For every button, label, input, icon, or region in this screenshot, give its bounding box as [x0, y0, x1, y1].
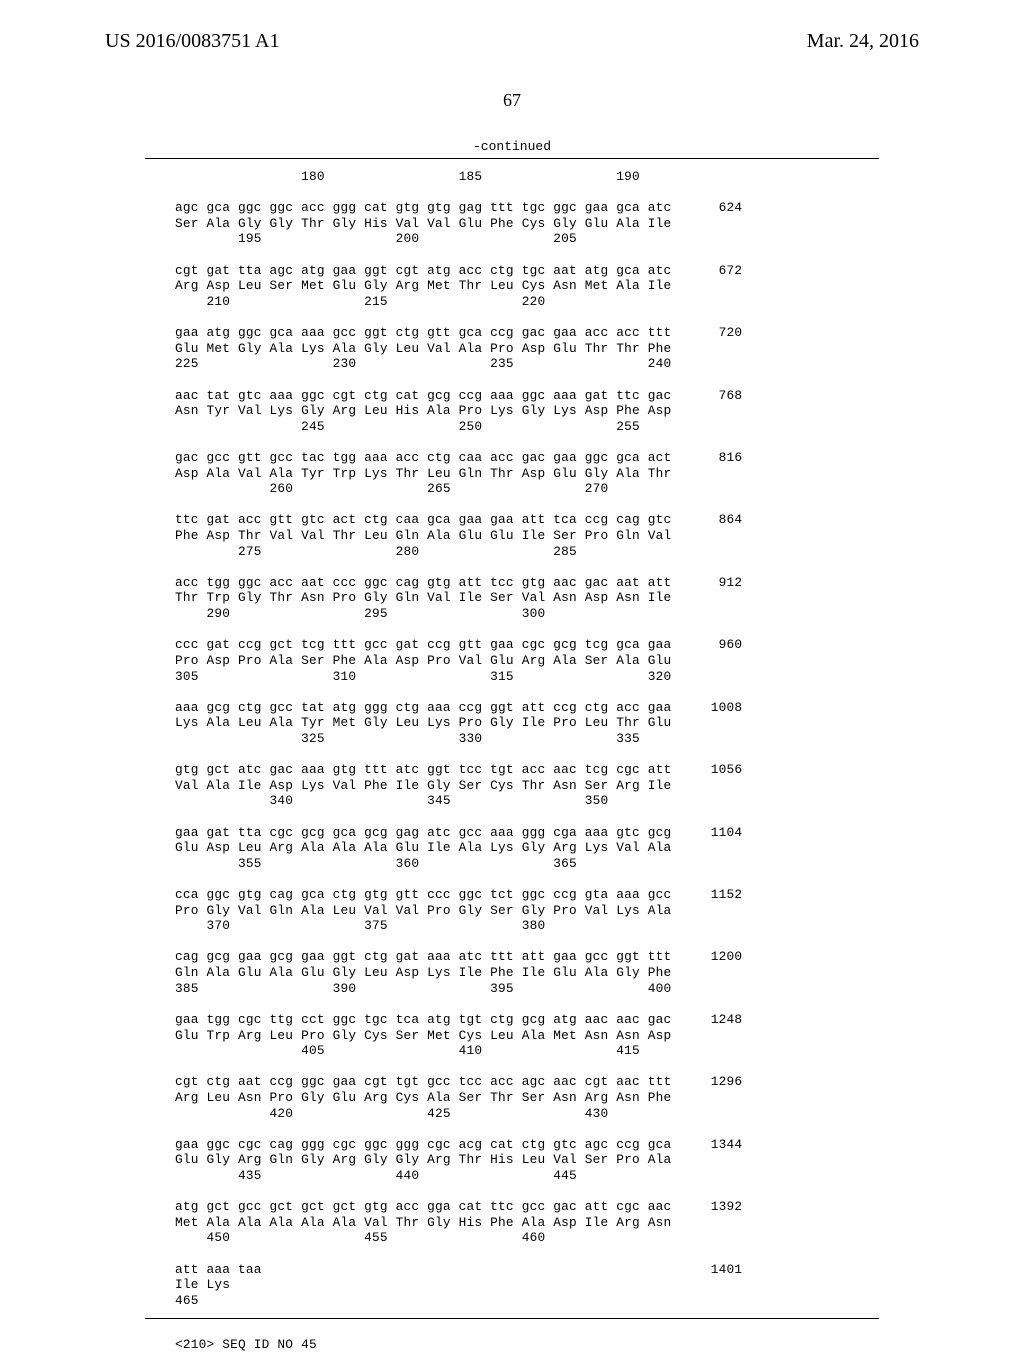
publication-number: US 2016/0083751 A1 — [105, 30, 279, 53]
publication-date: Mar. 24, 2016 — [807, 30, 919, 53]
sequence-listing: 180 185 190 agc gca ggc ggc acc ggg cat … — [175, 169, 1024, 1308]
continued-label: -continued — [0, 139, 1024, 154]
page-number: 67 — [0, 90, 1024, 111]
bottom-rule — [145, 1318, 879, 1319]
seq-id-line: <210> SEQ ID NO 45 — [175, 1337, 1024, 1352]
top-rule — [145, 158, 879, 159]
page: US 2016/0083751 A1 Mar. 24, 2016 67 -con… — [0, 0, 1024, 1352]
